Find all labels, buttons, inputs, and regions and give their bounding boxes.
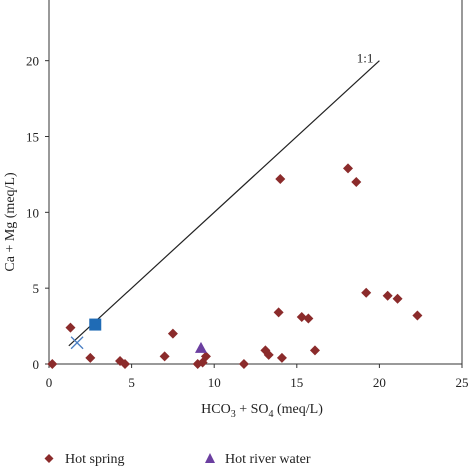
data-point-hot-spring [263,349,274,360]
data-point-hot-spring [167,328,178,339]
data-point-hot-spring [296,311,307,322]
reference-line-label: 1:1 [357,51,374,66]
y-tick-label: 20 [26,54,39,69]
reference-line-1-1 [68,60,380,347]
data-point-hot-spring [200,351,211,362]
legend: Hot spring Hot river water [44,452,311,467]
x-tick-label: 25 [456,375,469,390]
data-point-hot-spring [412,310,423,321]
y-tick-label: 0 [33,357,40,372]
data-point-hot-spring [47,359,58,369]
data-point-hot-spring [309,345,320,356]
y-tick-label: 10 [26,205,39,220]
x-tick-label: 20 [373,375,386,390]
y-tick-label: 5 [33,281,40,296]
data-point-hot-spring [119,359,130,369]
data-point-hot-spring [303,313,314,324]
data-point-hot-spring [275,173,286,184]
legend-label-hot-spring: Hot spring [65,452,125,467]
legend-label-hot-river-water: Hot river water [225,452,311,467]
x-tick-label: 0 [46,375,53,390]
data-point-hot-spring [351,177,362,187]
x-tick-label: 15 [290,375,303,390]
y-axis-title: Ca + Mg (meq/L) [3,172,18,272]
data-point-hot-spring [343,163,354,174]
data-point-hot-river-water [194,341,207,353]
x-tick-label: 5 [128,375,135,390]
data-point-square [89,318,102,331]
x-tick-label: 10 [208,375,221,390]
y-tick-label: 15 [26,130,39,145]
data-point-hot-spring [273,307,284,318]
data-point-hot-spring [65,322,76,333]
data-point-hot-spring [276,352,287,363]
data-point-hot-spring [361,287,372,298]
legend-marker-diamond [44,454,54,463]
data-point-hot-spring [382,290,393,301]
data-point-hot-spring [392,293,403,304]
plot-area: 0 5 10 15 20 25 0 5 10 15 20 1:1 [26,0,469,390]
legend-item-hot-spring: Hot spring [44,452,125,467]
data-point-hot-spring [238,359,249,369]
x-axis-title: HCO3 + SO4 (meq/L) [201,402,323,420]
data-point-cross [70,336,84,350]
legend-marker-triangle [205,453,215,463]
data-point-hot-spring [159,351,170,362]
legend-item-hot-river-water: Hot river water [205,452,311,467]
data-point-hot-spring [85,352,96,363]
